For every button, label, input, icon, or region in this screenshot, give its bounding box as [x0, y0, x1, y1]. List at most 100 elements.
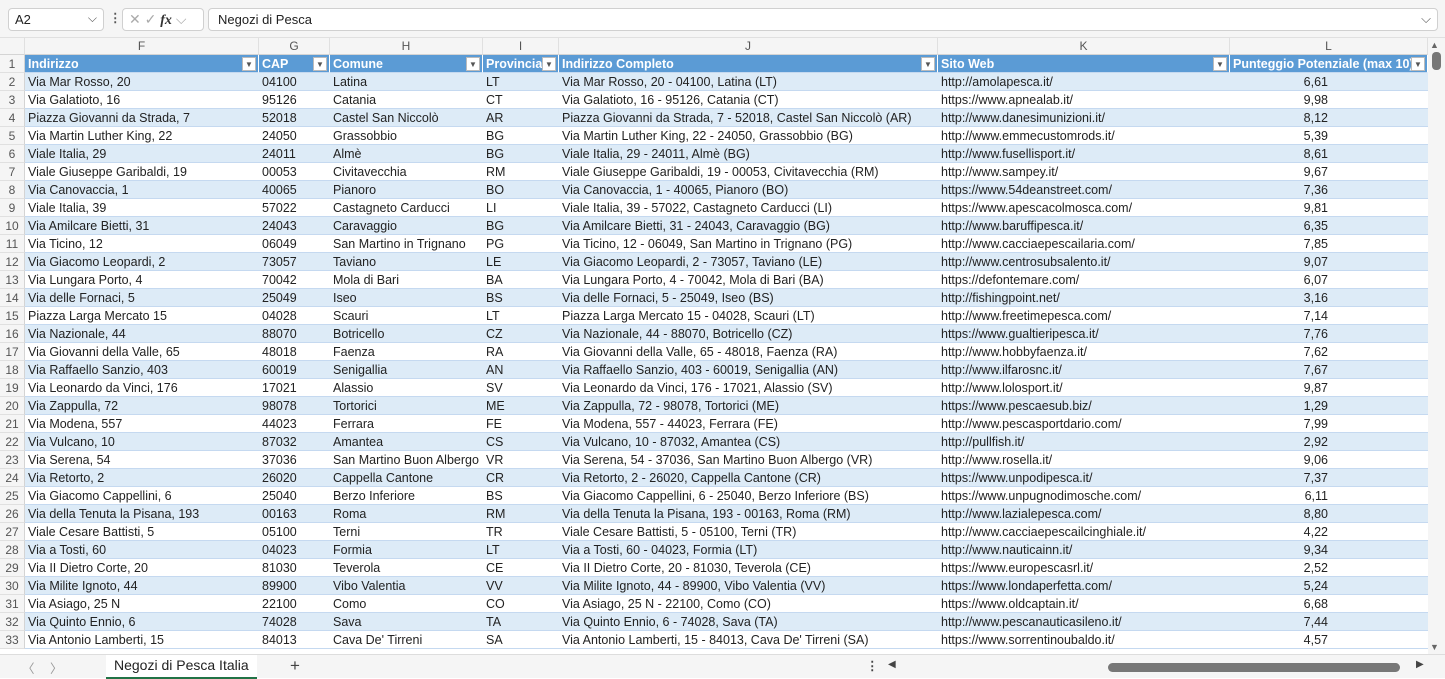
column-header[interactable]: J [559, 38, 938, 55]
cell[interactable]: Iseo [330, 289, 483, 307]
cell[interactable]: 6,07 [1230, 271, 1428, 289]
header-cell[interactable]: CAP ▼ [259, 55, 330, 73]
cell[interactable]: 2,92 [1230, 433, 1428, 451]
cell[interactable]: http://www.nauticainn.it/ [938, 541, 1230, 559]
cell[interactable]: 48018 [259, 343, 330, 361]
cell[interactable]: CT [483, 91, 559, 109]
cell[interactable]: Mola di Bari [330, 271, 483, 289]
select-all[interactable] [0, 38, 25, 55]
cell[interactable]: http://amolapesca.it/ [938, 73, 1230, 91]
cell[interactable]: https://www.oldcaptain.it/ [938, 595, 1230, 613]
cell[interactable]: Via Mar Rosso, 20 - 04100, Latina (LT) [559, 73, 938, 91]
cell[interactable]: Via Antonio Lamberti, 15 [25, 631, 259, 649]
column-header[interactable]: L [1230, 38, 1428, 55]
row-header[interactable]: 25 [0, 487, 25, 505]
cell[interactable]: Via Lungara Porto, 4 [25, 271, 259, 289]
cell[interactable]: 8,61 [1230, 145, 1428, 163]
cell[interactable]: 60019 [259, 361, 330, 379]
cell[interactable]: https://www.pescaesub.biz/ [938, 397, 1230, 415]
row-header[interactable]: 30 [0, 577, 25, 595]
filter-dropdown-icon[interactable]: ▼ [313, 57, 327, 71]
cell[interactable]: https://www.unpugnodimosche.com/ [938, 487, 1230, 505]
row-header[interactable]: 20 [0, 397, 25, 415]
cell[interactable]: Viale Italia, 29 [25, 145, 259, 163]
cell[interactable]: Castagneto Carducci [330, 199, 483, 217]
cell[interactable]: Via Nazionale, 44 - 88070, Botricello (C… [559, 325, 938, 343]
cell[interactable]: 9,98 [1230, 91, 1428, 109]
cell[interactable]: 7,44 [1230, 613, 1428, 631]
cell[interactable]: http://www.pescasportdario.com/ [938, 415, 1230, 433]
function-icon[interactable]: fx [160, 13, 172, 28]
cell[interactable]: 84013 [259, 631, 330, 649]
cell[interactable]: Terni [330, 523, 483, 541]
cell[interactable]: 24011 [259, 145, 330, 163]
row-header[interactable]: 7 [0, 163, 25, 181]
cell[interactable]: Via Galatioto, 16 - 95126, Catania (CT) [559, 91, 938, 109]
cell[interactable]: Taviano [330, 253, 483, 271]
cell[interactable]: Via Serena, 54 - 37036, San Martino Buon… [559, 451, 938, 469]
cell[interactable]: https://www.londaperfetta.com/ [938, 577, 1230, 595]
cell[interactable]: BG [483, 127, 559, 145]
cancel-icon[interactable]: ✕ [129, 11, 141, 27]
cell[interactable]: Piazza Larga Mercato 15 - 04028, Scauri … [559, 307, 938, 325]
cell[interactable]: 7,85 [1230, 235, 1428, 253]
cell[interactable]: Scauri [330, 307, 483, 325]
cell[interactable]: Via Giacomo Leopardi, 2 - 73057, Taviano… [559, 253, 938, 271]
cell[interactable]: https://www.gualtieripesca.it/ [938, 325, 1230, 343]
cell[interactable]: Via Modena, 557 [25, 415, 259, 433]
scroll-right-icon[interactable]: ▶ [1416, 659, 1424, 670]
cell[interactable]: Como [330, 595, 483, 613]
cell[interactable]: Vibo Valentia [330, 577, 483, 595]
cell[interactable]: Latina [330, 73, 483, 91]
name-box[interactable]: A2 ⌵ [8, 8, 104, 31]
cell[interactable]: San Martino Buon Albergo [330, 451, 483, 469]
cell[interactable]: 06049 [259, 235, 330, 253]
row-header[interactable]: 26 [0, 505, 25, 523]
formula-input[interactable]: Negozi di Pesca ⌵ [208, 8, 1438, 31]
row-header[interactable]: 23 [0, 451, 25, 469]
filter-dropdown-icon[interactable]: ▼ [1411, 57, 1425, 71]
filter-dropdown-icon[interactable]: ▼ [466, 57, 480, 71]
cell[interactable]: Via della Tenuta la Pisana, 193 - 00163,… [559, 505, 938, 523]
cell[interactable]: Formia [330, 541, 483, 559]
cell[interactable]: Via Ticino, 12 - 06049, San Martino in T… [559, 235, 938, 253]
header-cell[interactable]: Comune ▼ [330, 55, 483, 73]
cell[interactable]: Civitavecchia [330, 163, 483, 181]
cell[interactable]: Via Retorto, 2 - 26020, Cappella Cantone… [559, 469, 938, 487]
cell[interactable]: 9,07 [1230, 253, 1428, 271]
cell[interactable]: Viale Giuseppe Garibaldi, 19 [25, 163, 259, 181]
cell[interactable]: Via Giovanni della Valle, 65 [25, 343, 259, 361]
expand-formula-icon[interactable]: ⌵ [1421, 11, 1431, 26]
row-header[interactable]: 3 [0, 91, 25, 109]
cell[interactable]: 7,67 [1230, 361, 1428, 379]
cell[interactable]: 8,12 [1230, 109, 1428, 127]
row-header[interactable]: 4 [0, 109, 25, 127]
cell[interactable]: Castel San Niccolò [330, 109, 483, 127]
chevron-down-icon[interactable]: ⌵ [175, 11, 187, 27]
cell[interactable]: 24050 [259, 127, 330, 145]
cell[interactable]: http://www.hobbyfaenza.it/ [938, 343, 1230, 361]
cell[interactable]: http://www.pescanauticasileno.it/ [938, 613, 1230, 631]
cell[interactable]: 1,29 [1230, 397, 1428, 415]
cell[interactable]: Viale Italia, 39 - 57022, Castagneto Car… [559, 199, 938, 217]
cell[interactable]: 74028 [259, 613, 330, 631]
cell[interactable]: Via a Tosti, 60 [25, 541, 259, 559]
cell[interactable]: Via Giacomo Cappellini, 6 - 25040, Berzo… [559, 487, 938, 505]
cell[interactable]: Piazza Giovanni da Strada, 7 - 52018, Ca… [559, 109, 938, 127]
cell[interactable]: Via Giacomo Cappellini, 6 [25, 487, 259, 505]
cell[interactable]: Senigallia [330, 361, 483, 379]
cell[interactable]: VV [483, 577, 559, 595]
cell[interactable]: 73057 [259, 253, 330, 271]
cell[interactable]: http://www.centrosubsalento.it/ [938, 253, 1230, 271]
cell[interactable]: Via Amilcare Bietti, 31 - 24043, Caravag… [559, 217, 938, 235]
cell[interactable]: Via Quinto Ennio, 6 [25, 613, 259, 631]
row-header[interactable]: 16 [0, 325, 25, 343]
cell[interactable]: Via II Dietro Corte, 20 - 81030, Teverol… [559, 559, 938, 577]
cell[interactable]: http://www.ilfarosnc.it/ [938, 361, 1230, 379]
row-header[interactable]: 5 [0, 127, 25, 145]
cell[interactable]: AR [483, 109, 559, 127]
cell[interactable]: http://www.lazialepesca.com/ [938, 505, 1230, 523]
cell[interactable]: RM [483, 505, 559, 523]
cell[interactable]: Via delle Fornaci, 5 [25, 289, 259, 307]
cell[interactable]: Faenza [330, 343, 483, 361]
